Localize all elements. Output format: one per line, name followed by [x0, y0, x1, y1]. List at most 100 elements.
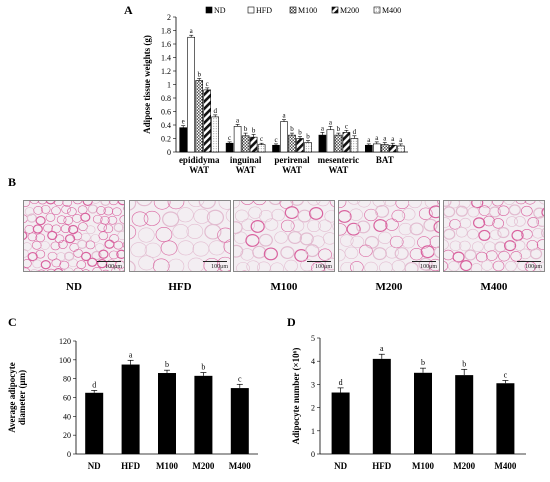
significance-letter: d: [353, 128, 357, 136]
significance-letter: c: [345, 122, 348, 130]
tick-label-y: 60: [63, 394, 71, 403]
bar: [187, 36, 195, 153]
scale-bar: [203, 261, 227, 262]
tick-label-x: ND: [334, 461, 347, 471]
tissue-texture: [234, 201, 334, 271]
significance-letter: a: [391, 135, 395, 143]
significance-letter: b: [165, 360, 169, 369]
bar: [195, 80, 203, 153]
bar: [296, 138, 304, 153]
bar: [388, 144, 397, 153]
tick-label-a-y: 1.6: [161, 40, 171, 49]
axis-ylabel: Average adipocyte: [7, 362, 17, 433]
scale-label: 100μm: [211, 264, 228, 270]
bar: [496, 383, 515, 454]
tick-label-a-y: 1: [167, 81, 171, 90]
significance-letter: b: [244, 125, 248, 133]
significance-letter: b: [201, 363, 205, 372]
bar: [230, 388, 249, 454]
tick-label-x: M200: [192, 461, 214, 471]
tick-label-a-y: 2: [167, 13, 171, 22]
significance-letter: a: [375, 134, 379, 142]
scale-bar: [412, 261, 436, 262]
tick-label-y: 0: [311, 450, 315, 459]
tick-label-y: 100: [59, 356, 71, 365]
significance-letter: a: [282, 112, 286, 120]
tick-label-y: 4: [311, 357, 315, 366]
tick-label-x: HFD: [372, 461, 391, 471]
significance-letter: a: [399, 136, 403, 144]
tick-label-y: 120: [59, 337, 71, 346]
micrograph-hfd: 100μm: [129, 200, 231, 272]
scale-label: 100μm: [420, 264, 437, 270]
significance-letter: b: [290, 125, 294, 133]
micrograph-m200: 100μm: [338, 200, 440, 272]
scale-label: 100μm: [525, 264, 542, 270]
bar: [372, 358, 391, 454]
bar: [342, 132, 351, 153]
significance-letter: b: [421, 358, 425, 367]
micrograph-label: HFD: [168, 281, 192, 293]
significance-letter: c: [260, 135, 263, 143]
tick-label-y: 2: [311, 404, 315, 413]
bar: [121, 364, 140, 454]
significance-letter: b: [306, 133, 310, 141]
tick-label-a-x: perirenal: [274, 155, 310, 165]
axis-ylabel: diameter (μm): [17, 370, 27, 425]
tissue-texture: [339, 201, 439, 271]
tick-label-y: 3: [311, 380, 315, 389]
tick-label-a-y: 1.4: [161, 54, 171, 63]
bar: [350, 138, 359, 153]
micrograph-nd: 100μm: [23, 200, 125, 272]
bar: [280, 121, 288, 153]
tick-label-y: 20: [63, 431, 71, 440]
legend-swatch: [205, 6, 213, 14]
micrograph-label: M100: [270, 281, 298, 293]
bar: [158, 373, 176, 454]
bar: [455, 375, 474, 454]
tick-label-a-x: BAT: [376, 155, 394, 165]
bar: [304, 142, 312, 153]
tick-label-a-y: 0: [167, 148, 171, 157]
significance-letter: a: [383, 135, 387, 143]
bar: [179, 127, 187, 153]
tick-label-x: M200: [453, 461, 475, 471]
significance-letter: b: [337, 125, 341, 133]
legend-label: ND: [214, 6, 226, 15]
bar: [225, 142, 234, 153]
bar: [241, 135, 250, 153]
tick-label-y: 40: [63, 412, 71, 421]
significance-letter: b: [462, 359, 466, 368]
significance-letter: c: [238, 374, 242, 383]
bar: [318, 134, 327, 153]
bar: [85, 392, 104, 454]
bar: [326, 129, 335, 153]
panel-label-b: B: [8, 175, 17, 189]
significance-letter: a: [329, 118, 333, 126]
axis-a-ylabel: Adipose tissue weights (g): [142, 35, 152, 134]
significance-letter: a: [190, 27, 194, 35]
bar: [194, 375, 213, 454]
tick-label-a-x: WAT: [328, 165, 348, 175]
significance-letter: a: [129, 350, 133, 359]
legend-label: HFD: [256, 6, 272, 15]
bar: [334, 134, 343, 153]
tick-label-x: M400: [229, 461, 251, 471]
significance-letter: c: [274, 136, 277, 144]
significance-letter: a: [236, 116, 240, 124]
bar: [257, 144, 266, 153]
micrograph-m100: 100μm: [233, 200, 335, 272]
bar: [331, 392, 350, 454]
legend-swatch: [247, 6, 255, 14]
significance-letter: b: [197, 70, 201, 78]
bar: [364, 144, 373, 153]
significance-letter: c: [206, 80, 209, 88]
legend-swatch: [373, 6, 381, 14]
bar: [272, 144, 280, 153]
tick-label-a-x: mesenteric: [318, 155, 359, 165]
bar: [288, 134, 296, 153]
micrograph-label: ND: [66, 281, 82, 293]
significance-letter: c: [228, 134, 231, 142]
tissue-texture: [24, 201, 124, 271]
significance-letter: a: [380, 344, 384, 353]
